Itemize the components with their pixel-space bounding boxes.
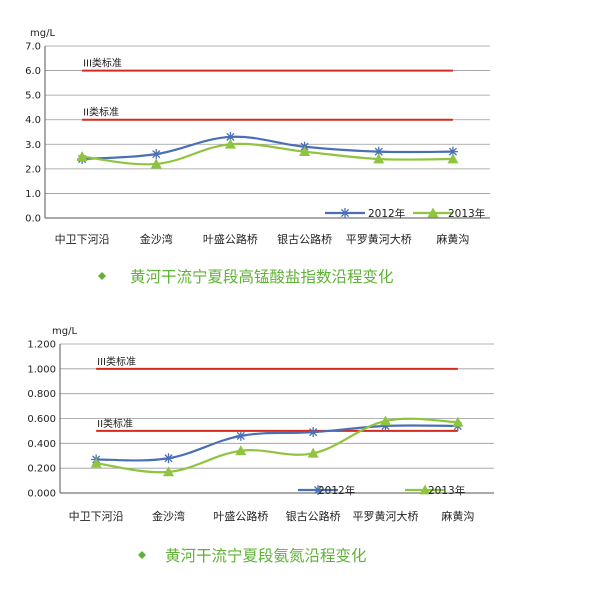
data-point — [235, 445, 247, 456]
y-tick-label: 0.800 — [27, 389, 56, 400]
legend-marker — [419, 484, 431, 495]
y-tick-label: 0.0 — [25, 214, 41, 225]
data-point — [452, 416, 464, 427]
legend-label: 2013年 — [428, 484, 465, 497]
x-tick-label: 叶盛公路桥 — [203, 232, 258, 246]
chart-2: 0.000 0.200 0.400 0.600 0.800 1.000 1.200 mg/L 中… — [27, 326, 494, 565]
y-tick-label: 4.0 — [25, 115, 41, 126]
data-point-d2 — [164, 454, 173, 463]
data-point-d2 — [374, 147, 383, 156]
data-point-d2 — [448, 147, 457, 156]
legend-marker — [313, 485, 323, 495]
legend-label: 2012年 — [368, 207, 405, 220]
x-tick-label: 麻黄沟 — [441, 509, 474, 523]
x-tick-label: 金沙湾 — [140, 232, 173, 246]
y-tick-label: 1.200 — [27, 340, 56, 351]
x-tick-label: 金沙湾 — [152, 509, 185, 523]
chart-1: 0.0 1.0 2.0 3.0 4.0 5.0 6.0 7.0 mg/L 中卫下河沿 金沙湾 叶盛公路… — [25, 28, 490, 286]
legend-label: 2013年 — [448, 207, 485, 220]
data-point — [150, 158, 162, 169]
x-tick-label: 银古公路桥 — [277, 232, 332, 246]
data-point — [235, 430, 246, 441]
reference-label: II类标准 — [97, 417, 133, 430]
legend-marker-d2 — [340, 208, 350, 218]
chart-title: 黄河干流宁夏段高锰酸盐指数沿程变化 — [130, 268, 394, 286]
data-point — [224, 138, 236, 149]
y-tick-label: 7.0 — [25, 42, 41, 53]
y-tick-label: 0.200 — [27, 464, 56, 475]
reference-label: III类标准 — [83, 57, 122, 70]
data-point — [307, 447, 319, 458]
y-tick-label: 2.0 — [25, 164, 41, 175]
chart-title: 黄河干流宁夏段氨氮沿程变化 — [165, 547, 367, 565]
data-point — [373, 153, 385, 164]
reference-label: III类标准 — [97, 355, 136, 368]
data-point-d2 — [236, 431, 245, 440]
data-point — [299, 146, 311, 157]
x-tick-label: 平罗黄河大桥 — [353, 509, 419, 523]
data-point — [308, 427, 319, 438]
data-point — [90, 457, 102, 468]
series-line — [96, 424, 458, 462]
y-tick-label: 1.0 — [25, 189, 41, 200]
legend-label: 2012年 — [318, 484, 355, 497]
x-tick-label: 麻黄沟 — [436, 232, 469, 246]
y-tick-label: 6.0 — [25, 66, 41, 77]
y-tick-label: 1.000 — [27, 364, 56, 375]
caption-bullet — [98, 272, 106, 280]
x-tick-label: 中卫下河沿 — [69, 510, 124, 523]
legend-marker — [427, 207, 439, 218]
data-point — [163, 453, 174, 464]
y-unit-label: mg/L — [30, 28, 55, 39]
data-point-d2 — [309, 428, 318, 437]
x-tick-label: 叶盛公路桥 — [213, 509, 268, 523]
data-point-d2 — [226, 132, 235, 141]
legend-marker-d2 — [313, 485, 323, 495]
y-tick-label: 5.0 — [25, 91, 41, 102]
x-tick-label: 银古公路桥 — [286, 509, 341, 523]
data-point — [447, 153, 459, 164]
reference-label: II类标准 — [83, 106, 119, 119]
data-point — [163, 466, 174, 477]
legend-marker — [340, 208, 350, 218]
y-tick-label: 0.000 — [27, 489, 56, 500]
data-point — [380, 415, 391, 426]
x-tick-label: 平罗黄河大桥 — [346, 232, 412, 246]
series-line — [81, 142, 453, 166]
caption-bullet — [138, 551, 146, 559]
x-tick-label: 中卫下河沿 — [55, 233, 110, 246]
y-tick-label: 0.600 — [27, 414, 56, 425]
series-line — [96, 417, 458, 474]
data-point — [151, 149, 162, 160]
y-tick-label: 0.400 — [27, 439, 56, 450]
data-point — [76, 151, 88, 161]
series-line — [82, 135, 453, 161]
y-tick-label: 3.0 — [25, 140, 41, 151]
y-unit-label: mg/L — [52, 326, 77, 337]
data-point-d2 — [152, 150, 161, 159]
